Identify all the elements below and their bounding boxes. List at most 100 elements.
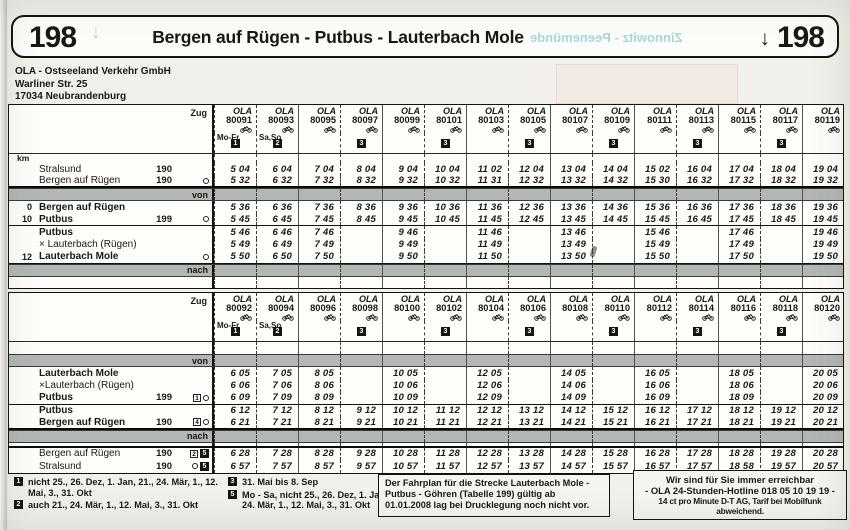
empty-cell [424,442,466,446]
time-cell: 16 36 [676,201,718,214]
time-cell: 10 21 [382,417,424,428]
empty-cell [634,355,676,366]
footnote-marker: 3 [777,327,786,336]
time-cell: 11 50 [466,251,508,263]
train-operator: OLA [401,294,420,304]
departure-time: 16 36 [686,201,712,213]
departure-time: 9 28 [356,448,376,460]
footnote-marker: 3 [609,139,618,148]
empty-cell [508,264,550,276]
route-number-right: 198 [776,21,825,54]
departure-time: 15 49 [644,239,670,251]
departure-time: 17 36 [728,201,754,213]
down-arrow-icon: ↓ [759,27,770,50]
time-cell: 16 28 [634,447,676,460]
departure-time: 7 06 [272,380,292,392]
empty-cell [634,342,676,354]
bicycle-icon [828,125,840,133]
footnote-marker: 3 [441,327,450,336]
operating-days-cell: 3 [508,321,550,341]
train-operator: OLA [275,106,294,116]
time-cell: 13 46 [550,226,592,239]
departure-time: 7 57 [272,460,292,472]
time-cell: 15 57 [592,460,634,473]
empty-cell [424,189,466,200]
departure-time: 12 04 [518,163,544,175]
time-cell: 17 49 [718,238,760,251]
train-column-header: OLA 80105 [508,105,550,133]
section-band-row: nach [9,263,843,277]
empty-cell [466,342,508,354]
bicycle-icon [492,125,504,133]
empty-cell [634,430,676,442]
time-cell: 19 45 [802,213,844,225]
departure-time: 5 04 [230,163,250,175]
train-column-header: OLA 80114 [676,293,718,321]
departure-time: 6 28 [230,448,250,460]
timetable-row: km [9,153,843,163]
time-cell: 11 28 [424,447,466,460]
time-cell: 5 49 [214,238,256,251]
train-operator: OLA [611,106,630,116]
bicycle-icon [240,313,252,321]
train-number: 80100 [394,302,420,313]
train-number: 80094 [268,302,294,313]
operating-days-cell: Mo-Fr 1 [214,321,256,341]
train-operator: OLA [317,294,336,304]
operating-days-label: Sa,So [259,133,282,142]
time-cell [508,226,550,239]
operating-days-cell: Sa,So 2 [256,133,298,153]
departure-time: 15 30 [644,175,670,187]
empty-cell [592,355,634,366]
footnote-marker: 2 [273,327,282,336]
empty-cell [298,355,340,366]
departure-time: 11 28 [435,448,460,460]
timetable-row: 10 Putbus 199 5 45 6 45 7 45 8 45 9 45 10 45 11 4… [9,213,844,226]
time-cell [676,367,718,380]
departure-time: 10 06 [392,380,418,392]
departure-time: 18 28 [728,448,754,460]
empty-cell [592,430,634,442]
row-label-block: nach [9,264,214,276]
departure-time: 6 06 [230,380,250,392]
departure-time: 5 32 [230,175,250,187]
train-number: 80098 [352,302,378,313]
empty-cell [256,264,298,276]
time-cell: 16 32 [676,175,718,186]
platform-note-box: 4 [193,418,201,427]
empty-cell [718,355,760,366]
timetable-row: Bergen auf Rügen 190 5 32 6 32 7 32 8 32 9 32 1… [9,175,843,188]
empty-cell [760,442,802,446]
time-cell: 10 05 [382,367,424,380]
time-cell [340,251,382,263]
departure-time: 13 28 [518,448,544,460]
page-title: Bergen auf Rügen - Putbus - Lauterbach M… [152,27,524,47]
row-label-block: Putbus [9,404,214,417]
time-cell: 13 21 [508,417,550,428]
bicycle-icon [366,313,378,321]
departure-time: 17 50 [728,251,754,263]
time-cell: 20 06 [802,379,844,392]
time-cell: 11 36 [466,201,508,214]
bicycle-icon [534,125,546,133]
departure-time: 10 04 [434,163,460,175]
bicycle-icon [786,125,798,133]
departure-time: 10 09 [392,392,418,404]
band-label: nach [186,431,208,441]
empty-cell [760,342,802,354]
train-operator: OLA [779,294,798,304]
departure-time: 17 46 [728,226,754,238]
empty-cell [676,264,718,276]
time-cell [424,392,466,404]
empty-cell [634,264,676,276]
station-name: Putbus [39,226,73,238]
empty-cell [340,342,382,354]
train-number: 80110 [604,302,630,313]
bicycle-icon [282,313,294,321]
km-value: 12 [21,251,32,262]
timetable-row: × Lauterbach (Rügen) 5 49 6 49 7 49 9 49 11 4… [9,238,843,251]
departure-time: 16 09 [644,392,670,404]
time-cell: 16 21 [634,417,676,428]
zug-label: Zug [190,108,208,118]
